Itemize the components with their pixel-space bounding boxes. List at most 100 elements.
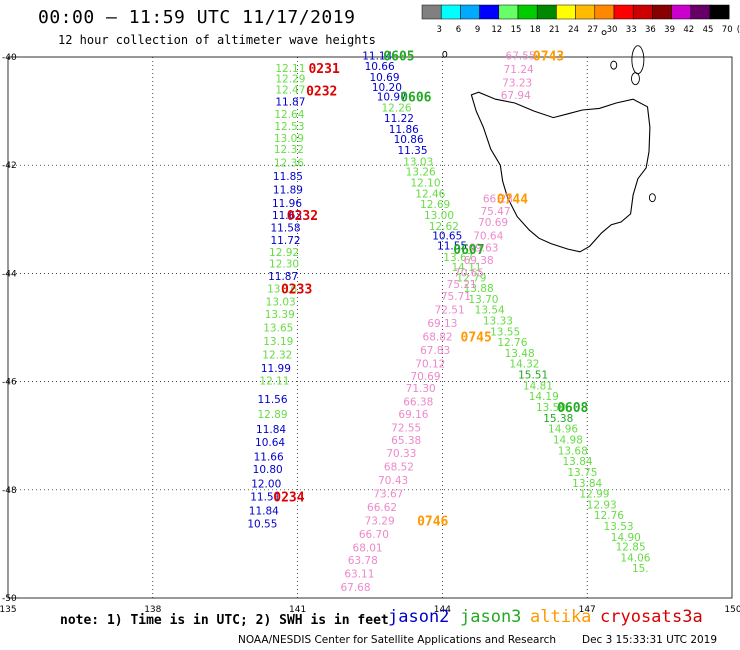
pass-time-label: 0608 (557, 401, 588, 416)
wave-height-value: 12.32 (274, 144, 304, 156)
wave-height-value: 12.36 (274, 157, 304, 169)
wave-height-value: 13.03 (403, 156, 433, 168)
tasmania-outline (470, 91, 651, 253)
island-outline (610, 60, 618, 70)
pass-time-labels: 0231 0232 0232 0233 0234 0605 0606 0607 0608 0743… (273, 49, 588, 529)
color-swatch (460, 4, 480, 20)
color-scale-label: 39 (664, 25, 675, 35)
wave-height-value: 67.68 (340, 582, 370, 594)
island-outline (631, 72, 640, 86)
wave-height-value: 10.66 (365, 61, 395, 73)
wave-height-value: 70.43 (378, 475, 408, 487)
map-border (7, 56, 733, 599)
wave-height-value: 14.19 (529, 391, 559, 403)
island-outline (442, 50, 448, 58)
wave-height-value: 11.99 (261, 363, 291, 375)
color-swatch (575, 4, 596, 20)
wave-height-value: 11.22 (384, 113, 414, 125)
wave-height-value: 10.69 (369, 72, 399, 84)
pass-time-label: 0743 (533, 49, 564, 64)
wave-height-value: 15. (632, 563, 649, 575)
latitude-label: -40 (2, 53, 17, 63)
wave-height-value: 13.70 (468, 294, 498, 306)
wave-height-value: 63.78 (348, 555, 378, 567)
color-scale-label: 27 (587, 25, 598, 35)
wave-height-value: 12.93 (587, 499, 617, 511)
longitude-label: 135 (0, 605, 17, 615)
wave-height-value: 13.75 (567, 467, 597, 479)
latitude-label: -42 (2, 161, 17, 171)
wave-height-value: 14.81 (523, 380, 553, 392)
wave-height-value: 13.03 (266, 297, 296, 309)
wave-height-value: 66.70 (359, 529, 389, 541)
wave-height-value: 11.63 (272, 210, 302, 222)
wave-height-value: 72.51 (435, 305, 465, 317)
legend-s3a: s3a (672, 607, 703, 627)
color-scale-label: 36 (645, 25, 656, 35)
wave-height-value: 10.86 (394, 134, 424, 146)
wave-height-value: 11.14 (362, 50, 392, 62)
wave-height-value: 12.99 (579, 489, 609, 501)
wave-height-value: 12.46 (415, 188, 445, 200)
wave-height-value: 12.92 (269, 247, 299, 259)
wave-height-value: 13.55 (490, 326, 520, 338)
wave-height-value: 10.65 (432, 231, 462, 243)
wave-height-value: 10.55 (247, 518, 277, 530)
wave-height-value: 14.98 (553, 434, 583, 446)
island-outline (631, 45, 645, 75)
pass-time-label: 0745 (461, 331, 492, 346)
longitude-label: 144 (434, 605, 451, 615)
wave-height-value: 13.39 (265, 309, 295, 321)
latitude-label: -50 (2, 594, 17, 604)
pass-time-label: 0607 (453, 243, 484, 258)
latitude-label: -48 (2, 486, 17, 496)
color-swatch (690, 4, 711, 20)
footer-timestamp: Dec 3 15:33:31 UTC 2019 (582, 634, 718, 646)
color-swatch (652, 4, 672, 20)
wave-height-value: 13.50 (536, 402, 566, 414)
map-subtitle: 12 hour collection of altimeter wave hei… (58, 33, 376, 47)
wave-height-value: 12.53 (274, 121, 304, 133)
wave-height-value: 71.30 (406, 383, 436, 395)
color-swatch (556, 4, 576, 20)
wave-height-value: 12.62 (429, 221, 459, 233)
wave-height-value: 12.00 (251, 478, 281, 490)
wave-height-value: 13.26 (406, 167, 436, 179)
wave-height-value: 13.48 (505, 348, 535, 360)
wave-height-value: 13.84 (563, 456, 593, 468)
wave-height-value: 13.19 (263, 336, 293, 348)
pass-time-label: 0744 (497, 193, 528, 208)
note-text: note: 1) Time is in UTC; 2) SWH is in fe… (60, 613, 389, 628)
wave-height-values: 12.1112.2912.4711.8712.6412.5313.0912.32… (247, 50, 650, 594)
island-outline (601, 30, 607, 36)
island-outline (648, 193, 656, 203)
wave-height-value: 12.30 (269, 259, 299, 271)
wave-height-value: 67.94 (501, 90, 531, 102)
wave-height-value: 12.11 (259, 376, 289, 388)
color-swatch (632, 4, 653, 20)
wave-height-value: 12.64 (274, 109, 304, 121)
color-swatch (517, 4, 538, 20)
wave-height-value: 11.55 (437, 240, 467, 252)
wave-height-value: 11.72 (271, 235, 301, 247)
wave-height-value: 10.80 (253, 464, 283, 476)
color-scale-label: 33 (626, 25, 637, 35)
tasmania-coastline (442, 30, 656, 253)
wave-height-value: 10.64 (255, 437, 285, 449)
wave-height-value: 70.12 (415, 359, 445, 371)
wave-height-value: 13.54 (475, 305, 505, 317)
wave-height-value: 13.67 (443, 252, 473, 264)
wave-height-value: 70.33 (386, 448, 416, 460)
wave-height-value: 66.62 (367, 502, 397, 514)
wave-height-value: 11.58 (271, 222, 301, 234)
color-scale-label: 3 (436, 25, 441, 35)
color-swatch (498, 4, 519, 20)
wave-height-value: 13.68 (558, 445, 588, 457)
wave-height-value: 75.21 (447, 279, 477, 291)
wave-height-value: 13.88 (464, 283, 494, 295)
wave-height-value: 73.23 (502, 77, 532, 89)
wave-height-value: 12.32 (262, 350, 292, 362)
legend-jason3: jason3 (460, 607, 522, 627)
